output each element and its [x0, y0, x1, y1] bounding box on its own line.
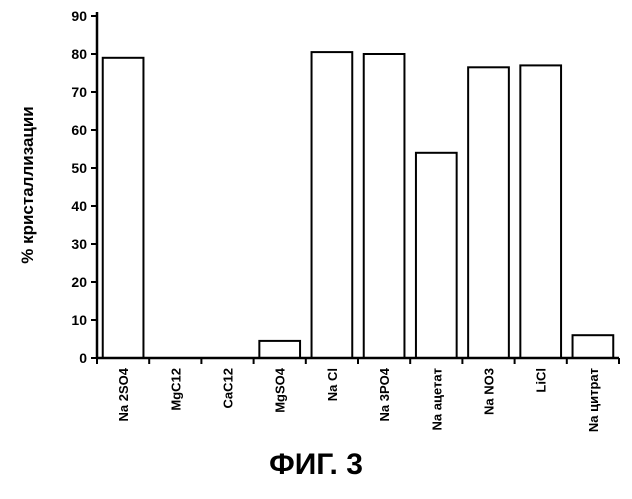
x-category-label-0: Na 2SO4 [116, 367, 131, 421]
x-category-label-2: CaC12 [221, 368, 236, 408]
y-tick-label-7: 70 [71, 84, 87, 100]
x-category-label-8: LiCl [534, 368, 549, 393]
bar-0 [103, 58, 144, 358]
x-category-label-3: MgSO4 [273, 367, 288, 413]
bar-3 [259, 341, 300, 358]
bar-9 [573, 335, 614, 358]
x-category-label-4: Na Cl [325, 368, 340, 401]
y-tick-label-6: 60 [71, 122, 87, 138]
y-tick-label-2: 20 [71, 274, 87, 290]
x-axis: Na 2SO4 MgC12 CaC12 MgSO4 Na Cl Na 3PO4 Na аце… [97, 358, 619, 432]
bar-chart: % кристаллизации 0 10 20 30 40 50 60 70 80 90 Na … [0, 0, 632, 440]
x-category-label-9: Na цитрат [586, 368, 601, 432]
y-tick-label-1: 10 [71, 312, 87, 328]
bar-6 [416, 153, 457, 358]
y-tick-label-5: 50 [71, 160, 87, 176]
y-tick-label-8: 80 [71, 46, 87, 62]
y-axis: 0 10 20 30 40 50 60 70 80 90 [71, 8, 97, 366]
bar-5 [364, 54, 405, 358]
y-tick-label-4: 40 [71, 198, 87, 214]
x-category-label-1: MgC12 [168, 368, 183, 411]
y-tick-label-3: 30 [71, 236, 87, 252]
y-tick-label-0: 0 [79, 350, 87, 366]
bar-4 [312, 52, 353, 358]
y-axis-title: % кристаллизации [18, 106, 37, 264]
bar-8 [520, 65, 561, 358]
bar-7 [468, 67, 509, 358]
figure-caption: ФИГ. 3 [0, 448, 632, 482]
y-tick-label-9: 90 [71, 8, 87, 24]
y-axis-title-group: % кристаллизации [18, 106, 37, 264]
x-category-label-7: Na NO3 [482, 368, 497, 415]
bars-group [103, 52, 614, 358]
x-category-label-5: Na 3PO4 [377, 367, 392, 421]
x-category-label-6: Na ацетат [429, 368, 444, 430]
